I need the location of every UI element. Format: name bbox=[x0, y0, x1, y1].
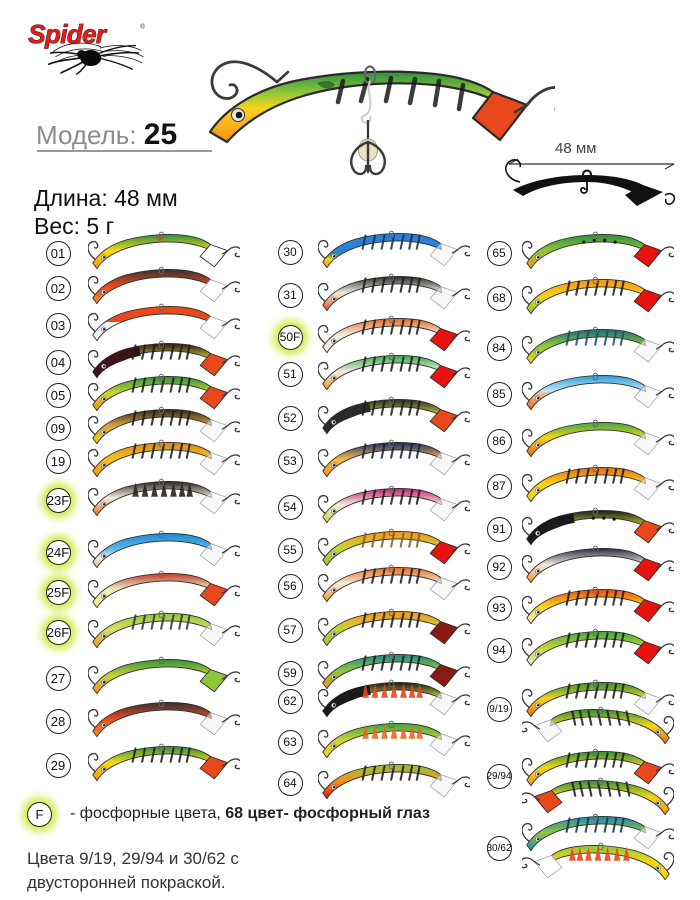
svg-text:Spider: Spider bbox=[28, 19, 108, 49]
svg-text:48 мм: 48 мм bbox=[555, 140, 596, 157]
svg-text:®: ® bbox=[140, 23, 145, 30]
